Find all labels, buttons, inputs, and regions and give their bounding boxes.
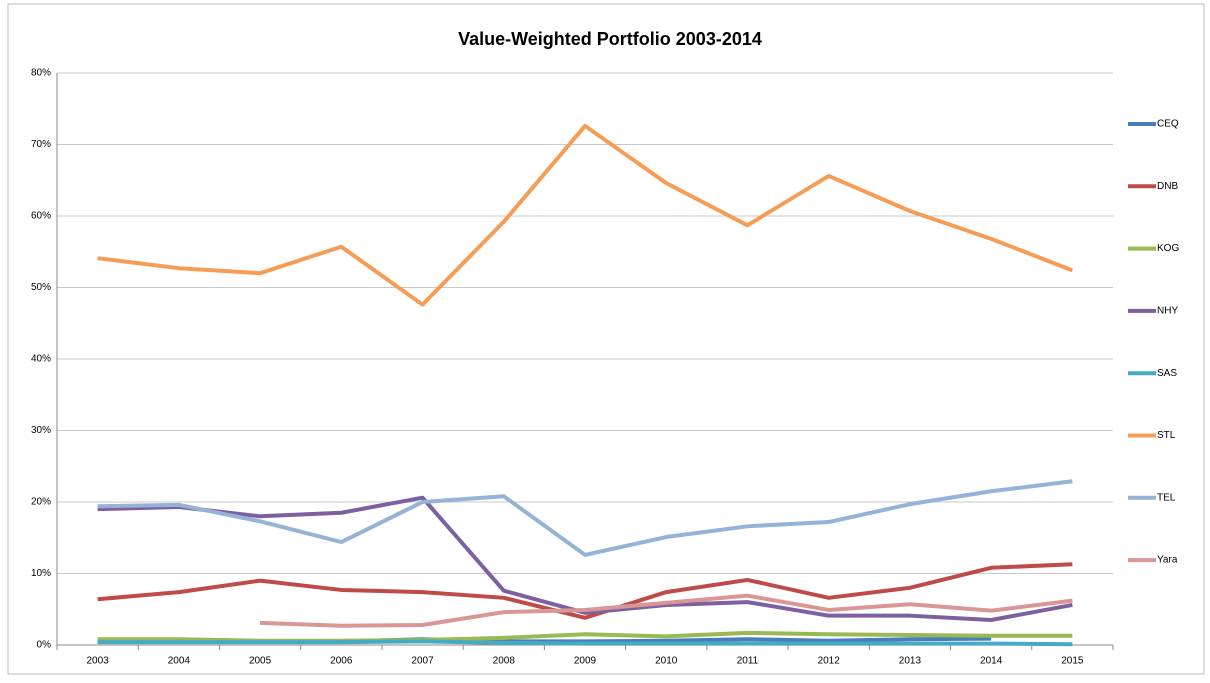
x-tick-label: 2015 xyxy=(1061,656,1084,667)
x-tick-label: 2013 xyxy=(899,656,922,667)
legend-label: TEL xyxy=(1157,492,1176,503)
x-tick-label: 2011 xyxy=(737,656,759,667)
x-tick-label: 2007 xyxy=(411,656,434,667)
series-line xyxy=(97,495,1073,622)
series-line xyxy=(97,639,1073,647)
legend-label: SAS xyxy=(1157,368,1177,379)
legend-label: DNB xyxy=(1157,181,1178,192)
x-tick-label: 2010 xyxy=(655,656,678,667)
legend-label: CEQ xyxy=(1157,119,1179,130)
chart-frame xyxy=(7,3,1205,675)
y-tick-label: 20% xyxy=(31,497,51,508)
x-tick-label: 2009 xyxy=(574,656,597,667)
y-tick-label: 0% xyxy=(37,640,52,651)
x-tick-label: 2008 xyxy=(493,656,516,667)
legend-label: KOG xyxy=(1157,243,1179,254)
x-tick-label: 2006 xyxy=(330,656,353,667)
series-line xyxy=(97,123,1074,307)
y-tick-label: 10% xyxy=(31,568,51,579)
legend-label: STL xyxy=(1157,430,1176,441)
y-tick-label: 60% xyxy=(31,211,51,222)
y-tick-label: 50% xyxy=(31,282,51,293)
y-tick-label: 40% xyxy=(31,354,51,365)
legend-label: Yara xyxy=(1157,555,1178,566)
legend-label: NHY xyxy=(1157,306,1178,317)
series-line xyxy=(260,593,1073,628)
x-tick-label: 2003 xyxy=(86,656,109,667)
x-tick-label: 2004 xyxy=(168,656,191,667)
series-line xyxy=(97,479,1073,557)
chart-title: Value-Weighted Portfolio 2003-2014 xyxy=(458,29,762,49)
x-tick-label: 2005 xyxy=(249,656,272,667)
y-tick-label: 80% xyxy=(31,68,51,79)
y-tick-label: 70% xyxy=(31,139,51,150)
series-line xyxy=(97,562,1073,620)
y-tick-label: 30% xyxy=(31,425,51,436)
x-tick-label: 2012 xyxy=(818,656,841,667)
x-tick-label: 2014 xyxy=(980,656,1003,667)
